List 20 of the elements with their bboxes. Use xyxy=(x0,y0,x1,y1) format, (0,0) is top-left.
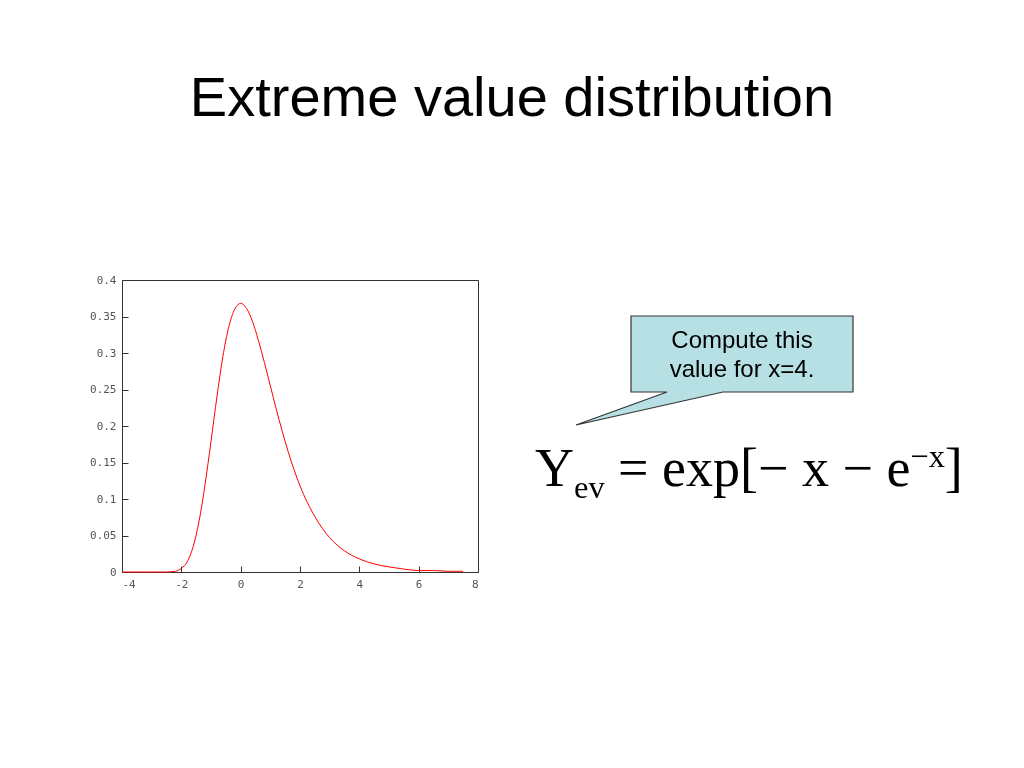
y-tick-label: 0.2 xyxy=(96,419,117,433)
chart-title: Extreme value distribution xyxy=(188,64,836,130)
y-tick-label: 0.05 xyxy=(90,529,117,542)
y-tick-label: 0.1 xyxy=(96,492,117,506)
x-tick-label: -2 xyxy=(175,577,189,591)
y-tick-label: 0.15 xyxy=(90,456,117,469)
y-tick-label: 0.25 xyxy=(90,383,117,396)
y-tick-label: 0.3 xyxy=(96,346,117,360)
x-tick-label: 6 xyxy=(415,577,423,591)
x-tick-label: 4 xyxy=(356,577,364,591)
text: Compute this value for x=4. xyxy=(668,325,816,384)
y-tick-label: 0 xyxy=(109,565,117,579)
x-tick-label: -4 xyxy=(122,577,137,591)
line-series xyxy=(121,302,464,573)
x-tick-label: 0 xyxy=(237,577,245,591)
y-tick-label: 0.35 xyxy=(90,310,117,323)
y-tick-label: 0.4 xyxy=(96,273,117,287)
x-tick-label: 2 xyxy=(297,577,304,591)
text: Y$_{ev}$ = exp[− x − e$^{−x}$] xyxy=(535,437,963,507)
x-tick-label: 8 xyxy=(471,577,479,591)
